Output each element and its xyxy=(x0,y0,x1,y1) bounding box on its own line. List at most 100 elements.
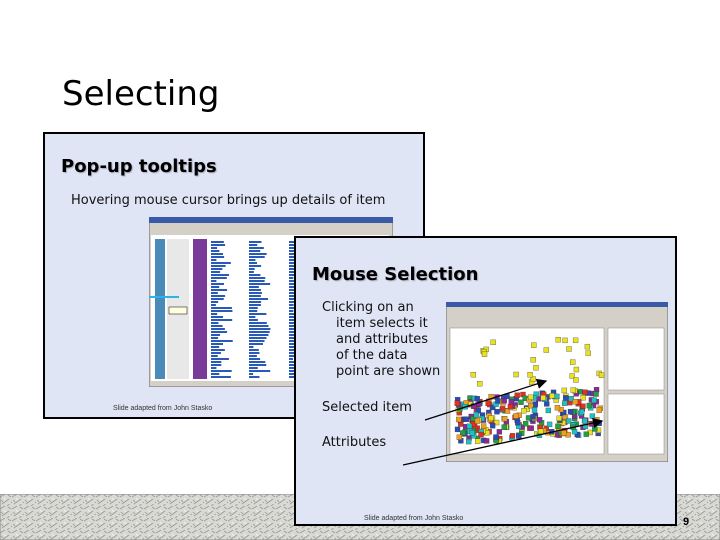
decoration xyxy=(249,247,264,249)
decoration xyxy=(289,328,294,330)
decoration xyxy=(480,423,487,429)
decoration xyxy=(474,396,480,402)
decoration xyxy=(543,347,550,353)
decoration xyxy=(211,262,231,264)
decoration xyxy=(249,265,262,267)
decoration xyxy=(249,277,266,279)
decoration xyxy=(490,404,496,411)
description-line: point are shown xyxy=(336,364,441,379)
decoration xyxy=(509,433,516,439)
decoration xyxy=(249,262,258,264)
decoration xyxy=(507,404,514,410)
decoration xyxy=(598,372,605,378)
slide-text: Hovering mouse cursor brings up details … xyxy=(71,193,386,208)
decoration xyxy=(593,391,599,397)
decoration xyxy=(249,331,270,333)
decoration xyxy=(211,316,223,318)
decoration xyxy=(249,364,267,366)
decoration xyxy=(249,241,262,243)
decoration xyxy=(554,405,561,411)
decoration xyxy=(249,298,269,300)
decoration xyxy=(289,331,299,333)
decoration xyxy=(211,355,218,357)
decoration xyxy=(249,271,254,273)
decoration xyxy=(211,370,232,372)
decoration xyxy=(211,319,233,321)
decoration xyxy=(528,394,534,400)
slide-right: Mouse Selection Clicking on an item selec… xyxy=(294,236,677,526)
decoration xyxy=(249,355,257,357)
decoration xyxy=(211,373,220,375)
decoration xyxy=(211,241,224,243)
decoration xyxy=(493,419,500,426)
decoration xyxy=(582,418,588,424)
decoration xyxy=(469,430,475,436)
decoration xyxy=(477,381,483,387)
decoration xyxy=(211,340,233,342)
decoration xyxy=(522,421,529,427)
decoration xyxy=(527,372,533,378)
decoration xyxy=(518,399,524,405)
decoration xyxy=(249,319,258,321)
decoration xyxy=(582,423,589,430)
decoration xyxy=(289,346,299,348)
decoration xyxy=(249,295,261,297)
decoration xyxy=(211,376,231,378)
decoration xyxy=(530,414,536,420)
decoration xyxy=(249,328,271,330)
decoration xyxy=(249,304,261,306)
decoration xyxy=(584,343,591,350)
decoration xyxy=(474,418,481,424)
decoration xyxy=(211,322,219,324)
decoration xyxy=(211,298,224,300)
decoration xyxy=(211,364,222,366)
screenshot xyxy=(446,302,668,462)
description-line: Clicking on an xyxy=(322,300,414,315)
decoration xyxy=(572,399,579,405)
decoration xyxy=(528,425,534,431)
decoration xyxy=(249,310,258,312)
decoration xyxy=(572,337,579,344)
decoration xyxy=(596,407,602,413)
decoration xyxy=(495,398,501,404)
decoration xyxy=(289,364,295,366)
decoration xyxy=(573,377,579,383)
decoration xyxy=(289,370,295,372)
decoration xyxy=(289,355,296,357)
decoration xyxy=(513,413,519,419)
decoration xyxy=(540,395,546,401)
decoration xyxy=(289,307,295,309)
decoration xyxy=(570,359,576,365)
decoration xyxy=(549,393,555,399)
decoration xyxy=(249,274,261,276)
slide-heading: Mouse Selection xyxy=(312,264,479,285)
decoration xyxy=(536,417,543,423)
decoration xyxy=(211,334,221,336)
decoration xyxy=(249,373,254,375)
decoration xyxy=(516,433,522,439)
decoration xyxy=(249,280,265,282)
decoration xyxy=(211,358,229,360)
decoration xyxy=(556,415,562,422)
decoration xyxy=(289,352,296,354)
decoration xyxy=(515,420,521,426)
decoration xyxy=(546,421,553,428)
decoration xyxy=(478,431,484,438)
decoration xyxy=(249,313,267,315)
decoration xyxy=(211,292,218,294)
decoration xyxy=(555,423,561,430)
decoration xyxy=(570,387,576,393)
decoration xyxy=(249,340,265,342)
decoration xyxy=(490,339,496,346)
decoration xyxy=(454,426,461,433)
decoration xyxy=(249,334,269,336)
decoration xyxy=(573,366,580,373)
decoration xyxy=(289,337,295,339)
decoration xyxy=(289,310,294,312)
decoration xyxy=(249,361,266,363)
arrow xyxy=(424,378,548,421)
decoration xyxy=(211,310,233,312)
decoration xyxy=(211,343,224,345)
